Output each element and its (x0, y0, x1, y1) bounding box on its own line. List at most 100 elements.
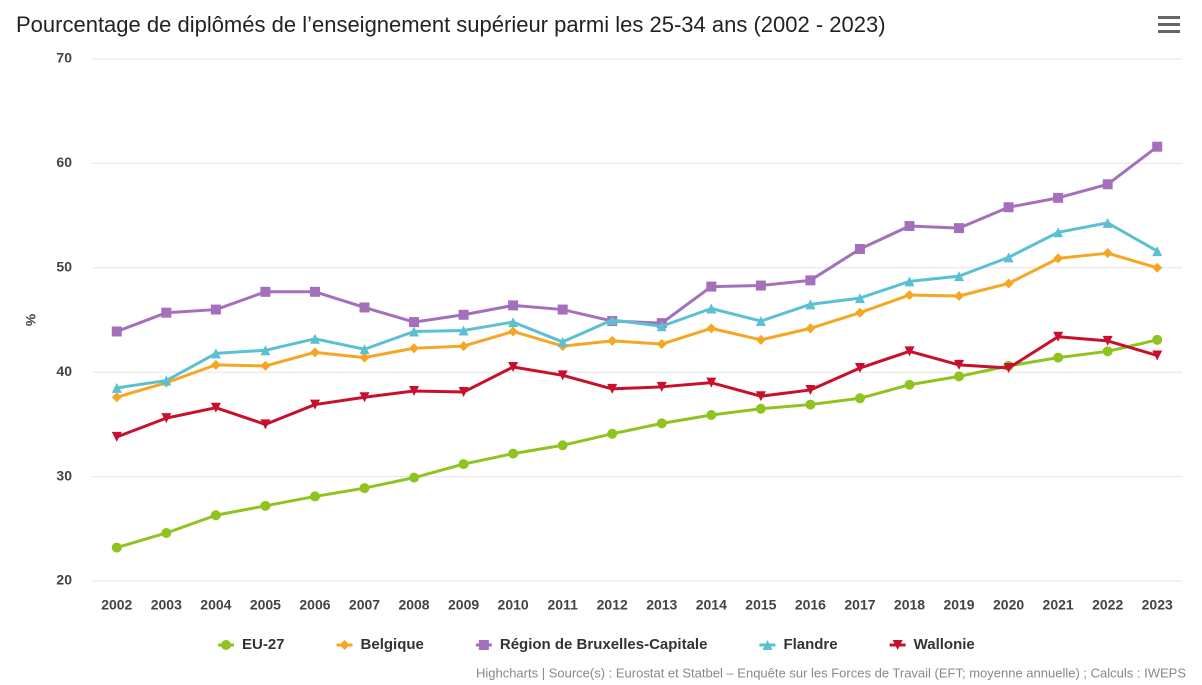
point (458, 387, 469, 398)
point (1102, 217, 1113, 228)
point (359, 352, 370, 363)
x-tick-label: 2023 (1142, 597, 1173, 613)
point (904, 276, 915, 287)
point (508, 448, 519, 459)
point (1152, 262, 1163, 273)
point (1102, 248, 1113, 259)
point (210, 359, 221, 370)
series-line (116, 338, 1158, 550)
point (854, 244, 865, 255)
point (508, 300, 519, 311)
point (706, 303, 717, 314)
y-tick-label: 50 (56, 259, 72, 275)
y-tick-label: 40 (56, 363, 72, 379)
point (805, 399, 816, 410)
legend-label: EU-27 (242, 636, 285, 653)
point (607, 428, 618, 439)
point (111, 392, 122, 403)
point (656, 381, 667, 392)
point (607, 335, 618, 346)
menu-bar (1158, 30, 1180, 33)
point (1053, 352, 1064, 363)
point (954, 371, 965, 382)
point (458, 325, 469, 336)
point (1102, 346, 1113, 357)
point (1152, 334, 1163, 345)
point (706, 323, 717, 334)
point (854, 307, 865, 318)
point (854, 393, 865, 404)
series-line (116, 335, 1158, 439)
chart-title: Pourcentage de diplômés de l’enseignemen… (16, 12, 886, 37)
point (1053, 253, 1064, 264)
x-tick-label: 2003 (151, 597, 182, 613)
point (904, 221, 915, 232)
point (309, 491, 320, 502)
point (409, 472, 420, 483)
x-tick-label: 2017 (844, 597, 875, 613)
point (409, 317, 420, 328)
point (260, 360, 271, 371)
point (359, 483, 370, 494)
point (409, 343, 420, 354)
menu-button[interactable] (1158, 16, 1180, 33)
point (954, 290, 965, 301)
point (1003, 202, 1014, 213)
point (1003, 252, 1014, 263)
point (1003, 363, 1014, 374)
point (260, 286, 271, 297)
point (1152, 350, 1163, 361)
credits: Highcharts | Source(s) : Eurostat et Sta… (476, 665, 1186, 680)
x-tick-label: 2009 (448, 597, 479, 613)
legend-label: Wallonie (914, 636, 975, 653)
point (706, 377, 717, 388)
menu-bar (1158, 23, 1180, 26)
point (359, 344, 370, 355)
point (1102, 179, 1113, 190)
point (210, 402, 221, 413)
point (656, 339, 667, 350)
point (161, 413, 172, 424)
point (260, 419, 271, 430)
point (458, 309, 469, 320)
point (161, 375, 172, 386)
point (954, 223, 965, 234)
x-tick-label: 2004 (200, 597, 231, 613)
series-line (116, 145, 1159, 333)
x-tick-label: 2021 (1043, 597, 1074, 613)
point (359, 302, 370, 313)
legend-label: Région de Bruxelles-Capitale (500, 636, 708, 653)
x-tick-label: 2010 (498, 597, 529, 613)
legend-symbol (221, 640, 231, 650)
point (607, 383, 618, 394)
x-tick-label: 2005 (250, 597, 281, 613)
series-line (116, 221, 1158, 390)
point (755, 316, 766, 327)
point (557, 370, 568, 381)
series-line (116, 251, 1158, 399)
point (1053, 331, 1064, 342)
x-tick-label: 2016 (795, 597, 826, 613)
point (805, 275, 816, 286)
point (309, 347, 320, 358)
point (260, 500, 271, 511)
point (607, 315, 618, 325)
point (309, 333, 320, 344)
point (904, 346, 915, 357)
point (1053, 192, 1064, 203)
point (210, 510, 221, 521)
x-tick-label: 2019 (943, 597, 974, 613)
legend-symbol (339, 640, 350, 650)
x-tick-label: 2002 (101, 597, 132, 613)
point (260, 345, 271, 356)
x-tick-label: 2008 (398, 597, 429, 613)
point (706, 410, 717, 421)
legend-symbol (478, 640, 489, 650)
menu-bar (1158, 16, 1180, 19)
point (557, 336, 568, 347)
x-tick-label: 2007 (349, 597, 380, 613)
point (656, 321, 667, 332)
x-tick-label: 2012 (597, 597, 628, 613)
point (755, 334, 766, 345)
